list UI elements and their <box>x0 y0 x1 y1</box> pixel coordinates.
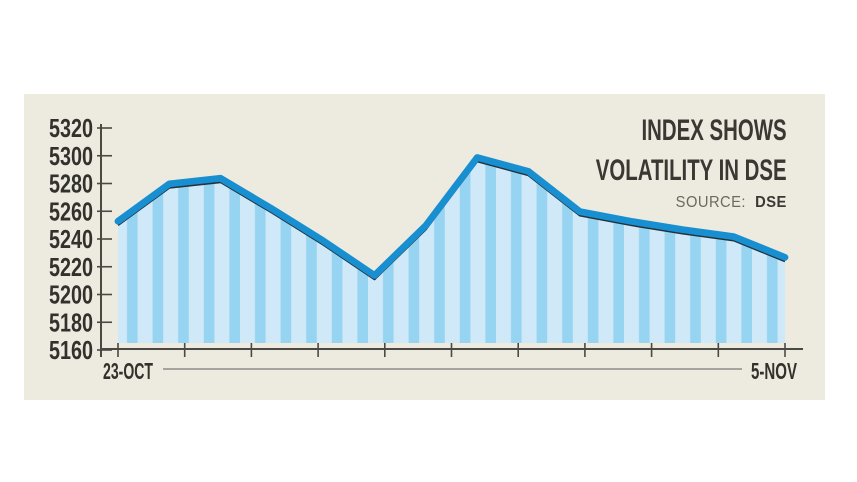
y-tick-label: 5300 <box>49 141 93 171</box>
chart-title: INDEX SHOWS VOLATILITY IN DSE <box>596 111 787 191</box>
y-tick-label: 5200 <box>49 280 93 310</box>
y-tick-label: 5320 <box>49 113 93 143</box>
y-tick-label: 5260 <box>49 196 93 226</box>
chart-title-line1: INDEX SHOWS <box>641 114 787 147</box>
x-axis-label-last: 5-NOV <box>751 358 797 384</box>
y-tick-label: 5220 <box>49 252 93 282</box>
chart-panel: 5160 5180 5200 5220 5240 5260 5280 5300 5320 23-O… <box>24 94 825 400</box>
source-line: SOURCE: DSE <box>676 194 787 212</box>
area-fill <box>118 161 785 343</box>
y-tick-label: 5240 <box>49 224 93 254</box>
y-tick-label: 5180 <box>49 307 93 337</box>
y-tick-label: 5280 <box>49 169 93 199</box>
chart-title-line2: VOLATILITY IN DSE <box>596 154 787 187</box>
source-value: DSE <box>755 194 787 211</box>
x-axis-label-first: 23-OCT <box>103 358 153 384</box>
y-tick-label: 5160 <box>49 335 93 365</box>
source-label: SOURCE: <box>675 194 747 211</box>
series-line <box>114 154 789 279</box>
